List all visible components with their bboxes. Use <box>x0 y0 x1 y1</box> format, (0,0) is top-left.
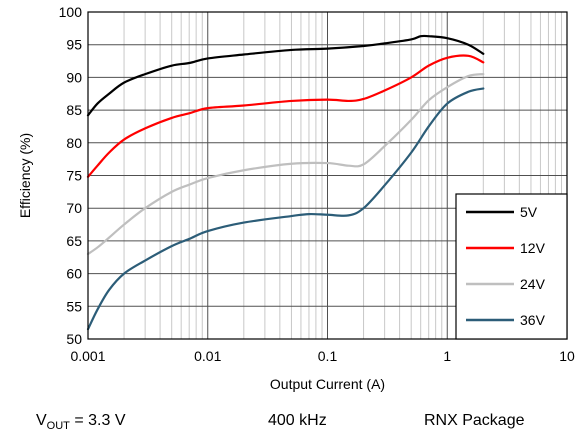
y-tick-label: 100 <box>59 4 83 20</box>
vout-subscript: OUT <box>46 420 70 433</box>
vout-prefix: V <box>36 412 47 429</box>
x-tick-label: 0.01 <box>194 348 221 364</box>
legend-label-5v: 5V <box>520 204 538 220</box>
vout-caption: VOUT = 3.3 V <box>36 412 126 432</box>
package-caption: RNX Package <box>424 412 525 429</box>
plot-frame <box>87 11 568 340</box>
legend-label-24v: 24V <box>520 276 546 292</box>
y-tick-label: 80 <box>66 135 82 151</box>
series-line-36v <box>86 87 485 331</box>
y-tick-label: 55 <box>66 298 82 314</box>
y-tick-label: 85 <box>66 102 82 118</box>
y-tick-labels: 50 55 60 65 70 75 80 85 90 95 100 <box>59 4 83 347</box>
x-axis-label: Output Current (A) <box>270 376 385 392</box>
y-tick-label: 65 <box>66 233 82 249</box>
legend-label-36v: 36V <box>520 312 546 328</box>
x-tick-labels: 0.001 0.01 0.1 1 10 <box>70 348 575 364</box>
legend: 5V 12V 24V 36V <box>455 193 568 340</box>
x-tick-label: 0.1 <box>318 348 338 364</box>
y-tick-label: 50 <box>66 331 82 347</box>
x-tick-label: 0.001 <box>70 348 105 364</box>
series-line-5v <box>86 34 485 117</box>
y-axis-label: Efficiency (%) <box>17 133 33 218</box>
frequency-caption: 400 kHz <box>268 412 327 429</box>
y-tick-label: 70 <box>66 200 82 216</box>
y-tick-label: 60 <box>66 266 82 282</box>
x-tick-label: 1 <box>443 348 451 364</box>
legend-box <box>455 193 568 340</box>
x-tick-label: 10 <box>559 348 575 364</box>
legend-label-12v: 12V <box>520 240 546 256</box>
y-tick-label: 75 <box>66 168 82 184</box>
vout-value: = 3.3 V <box>69 412 126 429</box>
series-line-24v <box>86 73 485 256</box>
y-tick-label: 90 <box>66 69 82 85</box>
series-line-12v <box>86 54 485 178</box>
y-tick-label: 95 <box>66 37 82 53</box>
series-lines <box>86 34 485 331</box>
